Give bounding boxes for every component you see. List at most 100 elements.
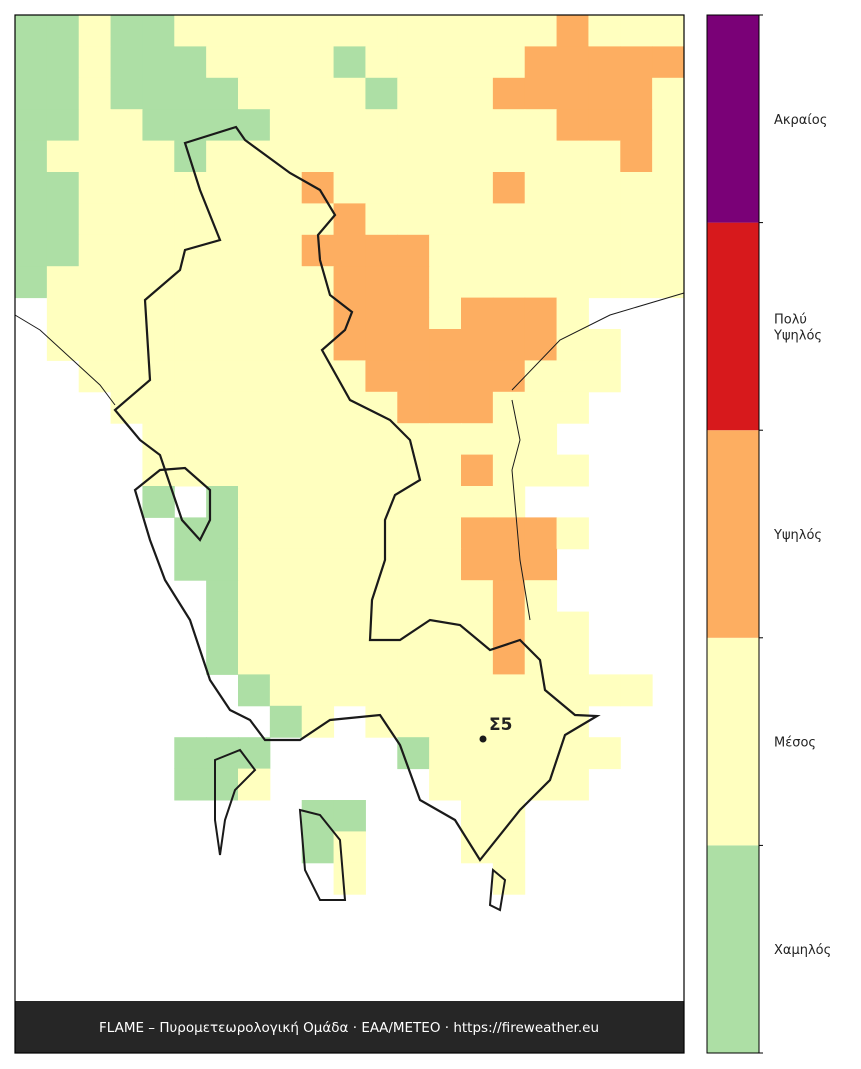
grid-cell (397, 329, 430, 361)
grid-cell (652, 266, 685, 299)
grid-cell (206, 454, 239, 487)
grid-cell (365, 423, 398, 456)
grid-cell (397, 580, 430, 613)
grid-cell (461, 360, 494, 393)
grid-cell (461, 674, 494, 707)
grid-cell (461, 391, 494, 424)
grid-cell (556, 643, 589, 675)
grid-cell (524, 454, 558, 487)
grid-cell (461, 454, 494, 487)
colorbar-swatch (707, 15, 759, 223)
station-marker (479, 735, 487, 743)
grid-cell (524, 329, 558, 361)
grid-cell (365, 203, 398, 236)
grid-cell (620, 15, 653, 47)
grid-cell (333, 172, 366, 204)
grid-cell (556, 391, 589, 424)
grid-cell (620, 234, 653, 267)
grid-cell (524, 611, 558, 644)
grid-cell (333, 611, 366, 644)
grid-cell (206, 234, 239, 267)
grid-cell (620, 203, 653, 236)
grid-cell (238, 517, 271, 550)
grid-cell (238, 172, 271, 204)
grid-cell (492, 674, 526, 707)
grid-cell (652, 203, 685, 236)
grid-cell (78, 109, 112, 142)
grid-cell (46, 140, 80, 173)
colorbar-swatch (707, 430, 759, 638)
grid-cell (333, 486, 366, 518)
grid-cell (365, 391, 398, 424)
grid-cell (15, 77, 48, 110)
grid-cell (333, 360, 366, 393)
grid-cell (524, 77, 558, 110)
grid-cell (269, 674, 303, 707)
grid-cell (397, 234, 430, 267)
grid-cell (365, 454, 398, 487)
grid-cell (429, 203, 462, 236)
grid-cell (333, 46, 366, 79)
grid-cell (429, 486, 462, 518)
grid-cell (333, 454, 366, 487)
grid-cell (588, 674, 621, 707)
grid-cell (492, 423, 526, 456)
grid-cell (365, 140, 398, 173)
grid-cell (461, 548, 494, 581)
grid-cell (429, 643, 462, 675)
grid-cell (365, 234, 398, 267)
grid-cell (524, 517, 558, 550)
grid-cell (556, 737, 589, 770)
grid-cell (461, 15, 494, 47)
grid-cell (174, 297, 207, 330)
grid-cell (492, 391, 526, 424)
grid-cell (652, 140, 685, 173)
grid-cell (397, 46, 430, 79)
grid-cell (524, 15, 558, 47)
grid-cell (269, 329, 303, 361)
grid-cell (142, 234, 175, 267)
grid-cell (174, 234, 207, 267)
grid-cell (524, 140, 558, 173)
grid-cell (301, 140, 335, 173)
grid-cell (15, 172, 48, 204)
grid-cell (238, 486, 271, 518)
grid-cell (238, 266, 271, 299)
grid-cell (174, 517, 207, 550)
grid-cell (397, 77, 430, 110)
grid-cell (206, 486, 239, 518)
grid-cell (461, 234, 494, 267)
grid-cell (365, 109, 398, 142)
grid-cell (492, 77, 526, 110)
grid-cell (588, 203, 621, 236)
grid-cell (301, 643, 335, 675)
grid-cell (397, 674, 430, 707)
grid-cell (429, 548, 462, 581)
grid-cell (429, 172, 462, 204)
grid-cell (492, 46, 526, 79)
grid-cell (110, 140, 143, 173)
grid-cell (461, 423, 494, 456)
grid-cell (556, 15, 589, 47)
grid-cell (78, 234, 112, 267)
grid-cell (429, 360, 462, 393)
grid-cell (110, 46, 143, 79)
grid-cell (269, 580, 303, 613)
grid-cell (333, 203, 366, 236)
grid-cell (365, 517, 398, 550)
grid-cell (206, 140, 239, 173)
grid-cell (365, 172, 398, 204)
grid-cell (397, 705, 430, 738)
grid-cell (333, 643, 366, 675)
grid-cell (333, 517, 366, 550)
grid-cell (238, 360, 271, 393)
grid-cell (429, 77, 462, 110)
grid-cell (556, 266, 589, 299)
grid-cell (333, 674, 366, 707)
grid-cell (461, 140, 494, 173)
grid-cell (110, 172, 143, 204)
grid-cell (206, 297, 239, 330)
grid-cell (492, 172, 526, 204)
grid-cell (78, 15, 112, 47)
colorbar-label: Υψηλός (773, 528, 822, 543)
